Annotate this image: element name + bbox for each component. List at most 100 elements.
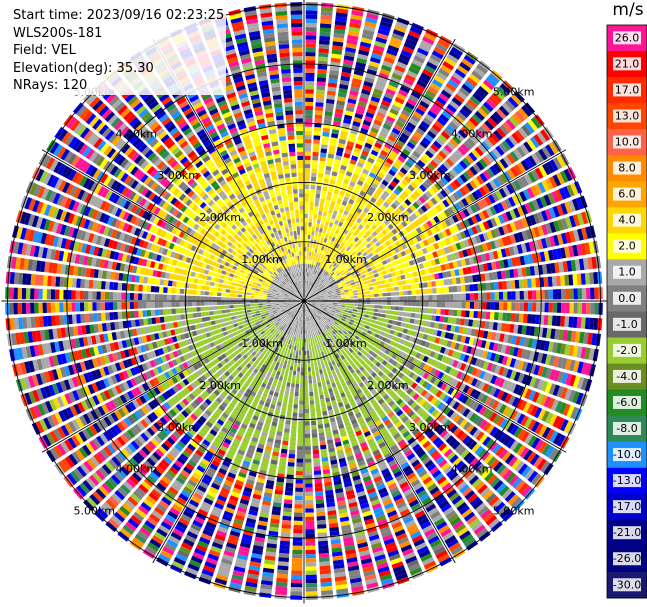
gate bbox=[470, 347, 477, 356]
gate bbox=[318, 232, 322, 237]
gate bbox=[361, 150, 369, 157]
gate bbox=[444, 228, 452, 236]
gate bbox=[356, 104, 366, 112]
gate bbox=[462, 171, 472, 181]
gate bbox=[361, 33, 374, 40]
gate bbox=[315, 370, 320, 375]
gate bbox=[422, 181, 430, 190]
gate bbox=[449, 181, 458, 191]
gate bbox=[527, 119, 539, 132]
gate bbox=[380, 222, 387, 229]
gate bbox=[305, 495, 314, 501]
gate bbox=[330, 311, 335, 315]
gate bbox=[322, 250, 326, 256]
gate bbox=[507, 302, 512, 311]
gate bbox=[345, 301, 350, 304]
gate bbox=[305, 280, 308, 285]
gate bbox=[346, 38, 358, 45]
gate bbox=[316, 298, 321, 300]
gate bbox=[446, 141, 456, 151]
gate bbox=[399, 296, 404, 301]
gate bbox=[406, 329, 413, 335]
gate bbox=[560, 275, 566, 286]
gate bbox=[501, 236, 509, 247]
gate bbox=[449, 138, 459, 148]
gate bbox=[419, 100, 430, 109]
gate bbox=[532, 240, 540, 251]
gate bbox=[431, 185, 439, 194]
gate bbox=[459, 160, 468, 170]
gate bbox=[304, 164, 311, 169]
gate bbox=[326, 262, 331, 268]
gate bbox=[297, 342, 300, 347]
gate bbox=[380, 280, 386, 285]
gate bbox=[434, 273, 440, 280]
gate bbox=[417, 207, 425, 215]
gate bbox=[392, 177, 400, 185]
gate bbox=[336, 308, 341, 311]
gate bbox=[390, 37, 403, 45]
gate bbox=[381, 179, 389, 187]
gate bbox=[347, 212, 354, 219]
gate bbox=[401, 243, 408, 250]
gate bbox=[327, 82, 338, 88]
gate bbox=[427, 308, 433, 314]
gate bbox=[540, 210, 549, 222]
gate bbox=[448, 262, 455, 270]
gate bbox=[399, 151, 409, 160]
gate bbox=[310, 337, 313, 342]
gate bbox=[542, 163, 552, 176]
gate bbox=[339, 134, 348, 141]
gate bbox=[320, 303, 325, 306]
gate bbox=[489, 206, 497, 216]
gate bbox=[407, 215, 415, 223]
gate bbox=[316, 219, 321, 224]
gate bbox=[353, 147, 362, 154]
gate bbox=[522, 189, 531, 201]
gate bbox=[428, 301, 433, 307]
gate bbox=[378, 245, 384, 251]
gate bbox=[324, 277, 329, 282]
gate bbox=[305, 591, 318, 596]
gate bbox=[313, 273, 316, 279]
gate bbox=[572, 391, 580, 404]
gate bbox=[374, 263, 380, 269]
gate bbox=[428, 267, 434, 274]
gate bbox=[580, 243, 587, 256]
gate bbox=[581, 227, 588, 240]
gate bbox=[378, 153, 387, 161]
gate bbox=[446, 340, 453, 348]
gate bbox=[552, 302, 558, 313]
gate bbox=[444, 57, 457, 67]
gate bbox=[304, 392, 309, 397]
gate bbox=[492, 250, 499, 260]
gate bbox=[466, 327, 472, 336]
gate bbox=[367, 279, 373, 284]
gate bbox=[409, 169, 418, 177]
gate bbox=[420, 340, 427, 347]
gate bbox=[318, 210, 323, 216]
gate bbox=[309, 247, 313, 252]
gate bbox=[305, 574, 317, 580]
gate bbox=[390, 310, 395, 315]
gate bbox=[305, 263, 308, 268]
gate bbox=[463, 354, 470, 363]
gate bbox=[362, 146, 371, 153]
gate bbox=[425, 211, 433, 219]
gate bbox=[448, 50, 461, 60]
gate bbox=[459, 240, 466, 249]
gate bbox=[357, 298, 363, 301]
gate bbox=[305, 520, 315, 526]
gate bbox=[309, 291, 313, 296]
gate bbox=[394, 270, 401, 276]
gate bbox=[318, 428, 324, 434]
gate bbox=[315, 286, 320, 290]
gate bbox=[294, 396, 299, 401]
gate bbox=[433, 225, 441, 233]
gate bbox=[341, 182, 348, 189]
gate bbox=[401, 190, 410, 198]
gate bbox=[507, 258, 513, 268]
gate bbox=[446, 184, 455, 193]
gate bbox=[554, 262, 560, 273]
gate bbox=[562, 261, 569, 273]
